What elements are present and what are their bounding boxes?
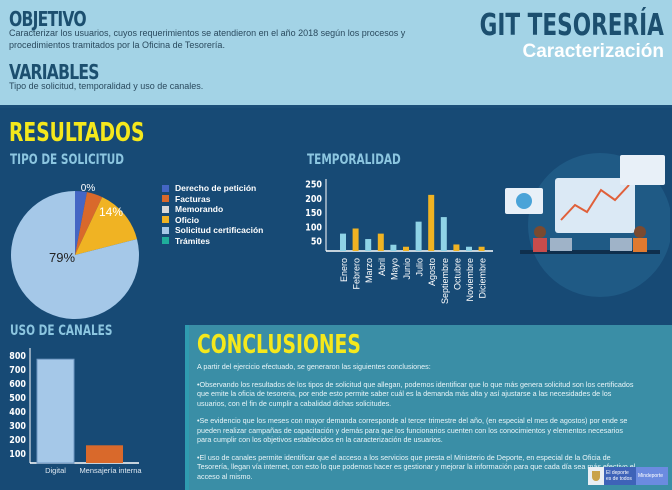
y-tick-label: 300: [9, 421, 26, 432]
x-tick-label: Junio: [402, 258, 412, 280]
bar-agosto: [428, 194, 435, 251]
bar-marzo: [365, 239, 372, 251]
bar-junio: [403, 246, 409, 251]
y-tick-label: 200: [9, 435, 26, 446]
x-tick-label: Agosto: [427, 258, 437, 286]
legend-label: Memorando: [175, 204, 224, 215]
legend-item: Oficio: [162, 215, 263, 226]
brand-title: GIT TESORERÍA: [479, 8, 664, 43]
bar-febrero: [352, 228, 359, 251]
bar-octubre: [453, 244, 460, 251]
bar-abril: [377, 233, 384, 251]
legend-swatch: [162, 184, 169, 192]
pie-data-label: 0%: [81, 183, 96, 194]
pie-legend: Derecho de petición Facturas Memorando Ofic…: [162, 183, 263, 246]
x-tick-label: Octubre: [452, 258, 462, 290]
y-tick-label: 600: [9, 379, 26, 390]
x-tick-label: Febrero: [352, 258, 362, 290]
x-tick-label: Enero: [339, 258, 349, 282]
x-tick-label: Mayo: [389, 258, 399, 280]
x-tick-label: Diciembre: [478, 258, 488, 299]
legend-item: Derecho de petición: [162, 183, 263, 194]
y-tick-label: 100: [9, 449, 26, 460]
pie-data-label: 14%: [99, 205, 123, 219]
x-tick-label: Marzo: [364, 258, 374, 283]
pie-slice-oficio: [75, 197, 137, 255]
x-tick-label: Septiembre: [440, 258, 450, 304]
legend-label: Facturas: [175, 193, 211, 204]
logo-text: El deporte es de todos: [604, 467, 636, 485]
legend-swatch: [162, 226, 169, 234]
legend-item: Memorando: [162, 204, 263, 215]
x-tick-label: Mensajería interna: [79, 466, 142, 475]
legend-swatch: [162, 205, 169, 213]
bar-digital: [36, 358, 75, 464]
objetivo-text: Caracterizar los usuarios, cuyos requeri…: [9, 28, 406, 50]
brand-subtitle: Caracterización: [522, 41, 664, 62]
y-tick-label: 150: [305, 209, 322, 220]
y-tick-label: 200: [305, 194, 322, 205]
conclusion-item: •Se evidencio que los meses con mayor de…: [197, 416, 628, 444]
x-tick-label: Digital: [45, 466, 66, 475]
x-tick-label: Julio: [415, 258, 425, 277]
bar-mensajería-interna: [86, 445, 123, 463]
pie-title: TIPO DE SOLICITUD: [10, 152, 124, 168]
header-band: OBJETIVO Caracterizar los usuarios, cuyo…: [0, 0, 672, 108]
conclusion-item: •El uso de canales permite identificar q…: [197, 452, 636, 481]
bar-julio: [415, 221, 422, 251]
legend-label: Solicitud certificación: [175, 225, 264, 236]
canales-title: USO DE CANALES: [10, 323, 113, 339]
legend-item: Trámites: [162, 236, 263, 247]
conclusions-panel: CONCLUSIONES A partir del ejercicio efec…: [185, 325, 672, 490]
illustration-people-computers: [505, 153, 670, 297]
variables-title: VARIABLES: [9, 60, 99, 84]
conclusion-item: •Observando los resultados de los tipos …: [197, 379, 634, 408]
y-tick-label: 50: [311, 237, 322, 248]
results-title: RESULTADOS: [9, 118, 145, 148]
bar-noviembre: [466, 246, 472, 251]
pie-slice-derecho-de-petición: [75, 191, 87, 255]
y-tick-label: 500: [9, 393, 26, 404]
coat-of-arms-icon: [588, 467, 604, 485]
bar-diciembre: [478, 246, 485, 251]
conclusions-title: CONCLUSIONES: [197, 330, 361, 360]
y-tick-label: 100: [305, 223, 322, 234]
y-tick-label: 250: [305, 180, 322, 191]
legend-swatch: [162, 195, 169, 203]
objetivo-title: OBJETIVO: [9, 7, 87, 31]
bar-septiembre: [440, 217, 447, 251]
conclusions-intro: A partir del ejercicio efectuado, se gen…: [197, 362, 431, 371]
bar-enero: [340, 233, 346, 251]
variables-text: Tipo de solicitud, temporalidad y uso de…: [9, 81, 204, 91]
legend-swatch: [162, 237, 169, 245]
pie-data-label: 79%: [49, 250, 75, 265]
y-tick-label: 700: [9, 365, 26, 376]
temporal-title: TEMPORALIDAD: [307, 152, 401, 168]
pie-slice-solicitud-certificación: [10, 191, 139, 319]
x-tick-label: Noviembre: [465, 258, 475, 302]
logo-sub: Mindeporte: [636, 467, 668, 485]
bar-mayo: [390, 244, 397, 251]
y-tick-label: 800: [9, 351, 26, 362]
y-tick-label: 400: [9, 407, 26, 418]
brand: GIT TESORERÍA Caracterización: [408, 8, 664, 63]
legend-label: Derecho de petición: [175, 183, 257, 194]
legend-swatch: [162, 216, 169, 224]
legend-label: Oficio: [175, 214, 200, 225]
legend-item: Solicitud certificación: [162, 225, 263, 236]
mindeporte-logo: El deporte es de todos Mindeporte: [588, 467, 668, 485]
x-tick-label: Abril: [377, 258, 387, 276]
pie-slice-facturas: [75, 192, 103, 255]
legend-item: Facturas: [162, 194, 263, 205]
legend-label: Trámites: [175, 235, 210, 246]
